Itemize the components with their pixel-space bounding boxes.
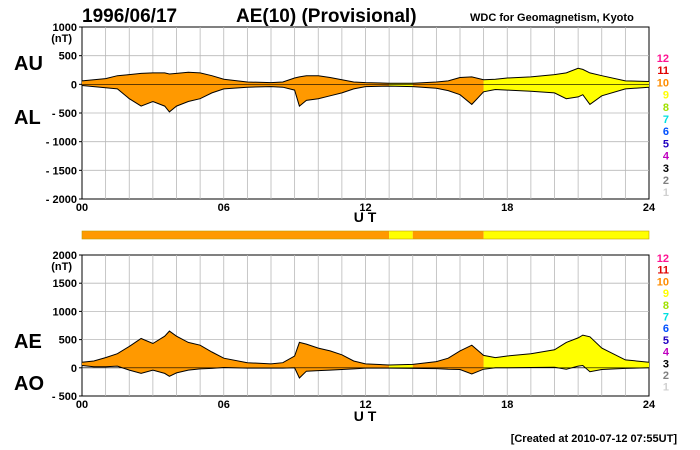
y-tick-label: - 2000 bbox=[46, 194, 77, 206]
level-scale-label: 11 bbox=[657, 265, 669, 277]
ao-label: AO bbox=[14, 373, 44, 395]
x-tick-label: 18 bbox=[501, 202, 513, 214]
x-tick-label: 18 bbox=[501, 399, 513, 411]
al-label: AL bbox=[14, 107, 41, 129]
created-timestamp: [Created at 2010-07-12 07:55UT] bbox=[511, 433, 678, 445]
x-tick-label: 24 bbox=[643, 399, 656, 411]
au-al-panel: 1000 500 0 - 500 - 1000 - 1500 - 2000 00 06 12 18… bbox=[14, 22, 656, 225]
ae-curve bbox=[81, 330, 650, 366]
ae-ao-x-axis-label: U T bbox=[354, 408, 377, 424]
level-scale-label: 10 bbox=[657, 276, 669, 288]
level-scale-label: 11 bbox=[657, 65, 669, 77]
ratio-bar-segment bbox=[412, 231, 484, 239]
au-al-unit: (nT) bbox=[51, 33, 72, 45]
area-fill-segment bbox=[389, 364, 413, 369]
level-scale-label: 4 bbox=[663, 151, 670, 163]
level-scale-label: 9 bbox=[663, 90, 669, 102]
y-tick-label: - 500 bbox=[52, 391, 77, 403]
x-tick-label: 12 bbox=[359, 202, 371, 214]
plot-title: AE(10) (Provisional) bbox=[236, 6, 417, 27]
level-scale-label: 2 bbox=[663, 175, 669, 187]
area-fill-segment bbox=[82, 331, 390, 378]
level-scale-label: 4 bbox=[663, 347, 670, 359]
au-al-x-tick-labels: 00 06 12 18 24 bbox=[76, 202, 656, 214]
ae-label: AE bbox=[14, 331, 42, 353]
y-tick-label: 0 bbox=[71, 79, 77, 91]
x-tick-label: 00 bbox=[76, 399, 88, 411]
level-scale-label: 5 bbox=[663, 335, 669, 347]
source-label: WDC for Geomagnetism, Kyoto bbox=[470, 12, 634, 24]
x-tick-label: 06 bbox=[218, 202, 230, 214]
au-al-y-tick-labels: 1000 500 0 - 500 - 1000 - 1500 - 2000 bbox=[46, 22, 82, 206]
level-scale-label: 12 bbox=[657, 253, 669, 265]
ratio-bar-border bbox=[81, 230, 650, 240]
au-al-x-axis-label: U T bbox=[354, 209, 377, 225]
ae-ao-y-tick-labels: 2000 1500 1000 500 0 - 500 bbox=[52, 250, 82, 403]
ratio-bar-segment bbox=[82, 231, 390, 239]
ae-ao-unit: (nT) bbox=[51, 261, 72, 273]
au-curve bbox=[81, 67, 650, 84]
level-scale-label: 5 bbox=[663, 138, 669, 150]
level-scale-label: 8 bbox=[663, 300, 669, 312]
ao-curve bbox=[81, 364, 650, 379]
x-tick-label: 00 bbox=[76, 202, 88, 214]
area-fill-segment bbox=[483, 335, 649, 372]
y-tick-label: - 1000 bbox=[46, 137, 77, 149]
y-tick-label: 1000 bbox=[53, 306, 77, 318]
x-tick-label: 24 bbox=[643, 202, 656, 214]
y-tick-label: 500 bbox=[59, 335, 77, 347]
ae-ao-panel: 2000 1500 1000 500 0 - 500 00 06 12 18 24 AE AO (… bbox=[14, 250, 656, 424]
area-fill-segment bbox=[412, 345, 484, 374]
al-curve bbox=[81, 85, 650, 113]
level-scale-label: 12 bbox=[657, 53, 669, 65]
ae-ao-x-tick-labels: 00 06 12 18 24 bbox=[76, 399, 656, 411]
area-fill-segment bbox=[82, 72, 390, 112]
level-scale-label: 1 bbox=[663, 382, 669, 394]
level-scale-label: 9 bbox=[663, 288, 669, 300]
y-tick-label: 1000 bbox=[53, 22, 77, 34]
level-scale-label: 2 bbox=[663, 370, 669, 382]
y-tick-label: 0 bbox=[71, 363, 77, 375]
level-scale-label: 3 bbox=[663, 358, 669, 370]
y-tick-label: 1500 bbox=[53, 278, 77, 290]
level-scale-label: 7 bbox=[663, 114, 669, 126]
level-scale-label: 10 bbox=[657, 77, 669, 89]
level-scale-label: 7 bbox=[663, 312, 669, 324]
level-scale-label: 6 bbox=[663, 126, 669, 138]
level-scale-label: 3 bbox=[663, 163, 669, 175]
plot-date: 1996/06/17 bbox=[82, 6, 177, 27]
y-tick-label: 500 bbox=[59, 51, 77, 63]
y-tick-label: 2000 bbox=[53, 250, 77, 262]
ratio-color-bar bbox=[81, 230, 650, 240]
level-scale-label: 6 bbox=[663, 323, 669, 335]
ratio-bar-segment bbox=[483, 231, 649, 239]
area-fill-segment bbox=[412, 76, 484, 105]
level-scale-label: 8 bbox=[663, 102, 669, 114]
au-label: AU bbox=[14, 53, 43, 75]
level-scale-label: 1 bbox=[663, 187, 669, 199]
x-tick-label: 12 bbox=[359, 399, 371, 411]
y-tick-label: - 1500 bbox=[46, 165, 77, 177]
ae-ao-fill bbox=[82, 331, 649, 378]
x-tick-label: 06 bbox=[218, 399, 230, 411]
y-tick-label: - 500 bbox=[52, 108, 77, 120]
ratio-bar-segment bbox=[389, 231, 413, 239]
